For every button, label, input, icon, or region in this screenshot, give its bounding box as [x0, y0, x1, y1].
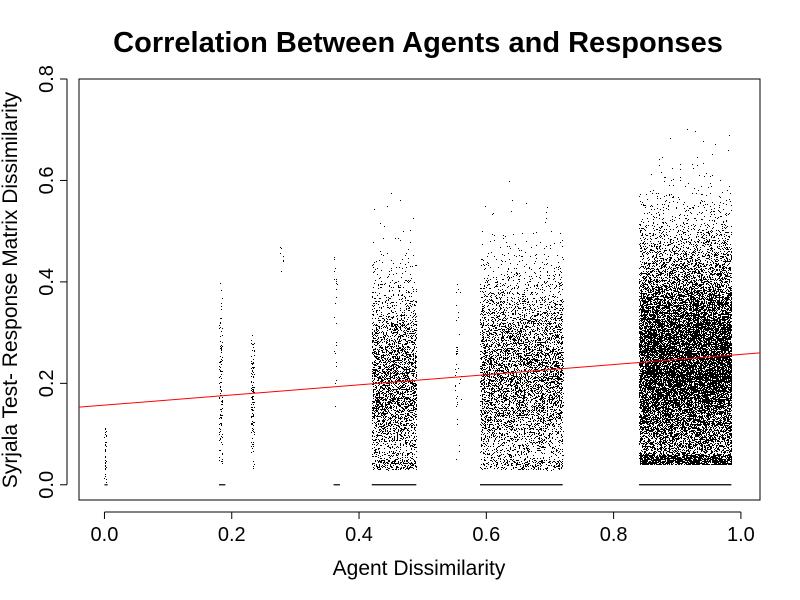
point-cluster-6: [455, 284, 462, 460]
plot-frame: [78, 78, 761, 501]
regression-line: [78, 352, 761, 408]
point-cluster-8: [639, 129, 732, 465]
chart-title: Correlation Between Agents and Responses: [113, 27, 723, 59]
y-tick-label: 0.6: [36, 167, 58, 195]
point-cluster-1: [219, 283, 223, 464]
y-tick-label: 0.4: [36, 268, 58, 296]
point-cluster-2: [251, 335, 255, 469]
point-cluster-5: [372, 193, 417, 471]
y-tick-label: 0.8: [36, 65, 58, 93]
point-cluster-4: [334, 257, 338, 407]
x-tick-label: 0.4: [345, 524, 373, 546]
y-tick-label: 0.2: [36, 369, 58, 397]
data-points: [104, 129, 732, 483]
x-axis: 0.0 0.2 0.4 0.6 0.8 1.0: [91, 511, 755, 546]
point-cluster-7: [480, 181, 564, 471]
point-cluster-3: [280, 247, 284, 272]
x-tick-label: 1.0: [727, 524, 755, 546]
point-cluster-0: [104, 428, 107, 483]
fit-line-group: [78, 352, 761, 408]
y-tick-label: 0.0: [36, 471, 58, 499]
y-axis-label: Syrjala Test- Response Matrix Dissimilar…: [0, 91, 22, 488]
x-tick-label: 0.2: [218, 524, 246, 546]
x-tick-label: 0.6: [472, 524, 500, 546]
x-tick-label: 0.0: [91, 524, 119, 546]
y-axis: 0.0 0.2 0.4 0.6 0.8: [36, 65, 68, 499]
x-tick-label: 0.8: [600, 524, 628, 546]
x-axis-label: Agent Dissimilarity: [333, 557, 506, 580]
